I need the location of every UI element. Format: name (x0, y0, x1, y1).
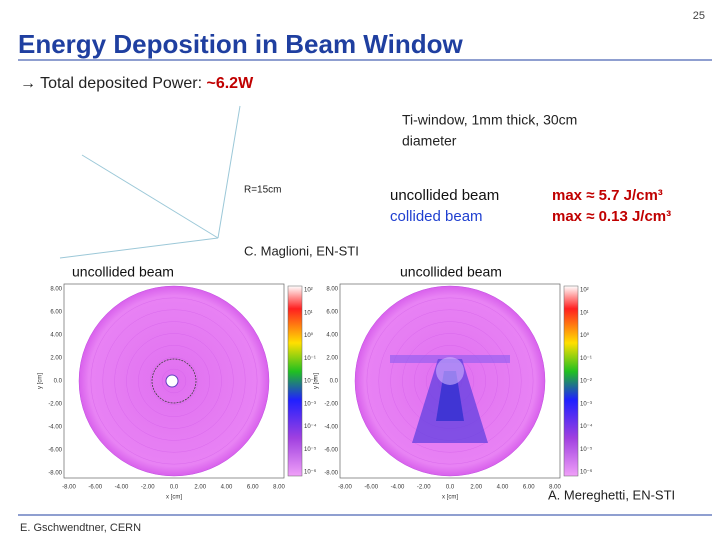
map-contour (102, 309, 246, 453)
colorbar-label: 10⁻² (580, 379, 592, 385)
credit: C. Maglioni, EN-STI (244, 243, 359, 258)
map-contour (114, 321, 234, 441)
y-tick-label: -2.00 (48, 402, 62, 408)
map-core (436, 357, 464, 385)
colorbar-label: 10⁻⁴ (580, 423, 593, 430)
plot-label: uncollided beam (72, 264, 174, 280)
map-contour (161, 368, 187, 394)
y-tick-label: 8.00 (50, 287, 62, 293)
colorbar-label: 10² (304, 288, 313, 294)
y-tick-label: -4.00 (48, 425, 62, 431)
page-number: 25 (693, 10, 705, 22)
x-tick-label: -6.00 (88, 485, 102, 491)
colorbar-label: 10¹ (304, 310, 313, 316)
y-tick-label: 2.00 (50, 356, 62, 362)
colorbar-label: 10⁻⁴ (304, 423, 317, 430)
subtitle: → Total deposited Power: ~6.2W (20, 75, 254, 92)
map-contour (138, 345, 210, 417)
colorbar-label: 10¹ (580, 310, 589, 316)
colorbar-label: 10⁻⁵ (580, 446, 593, 453)
credit: A. Mereghetti, EN-STI (548, 487, 675, 502)
x-tick-label: 4.00 (497, 485, 509, 491)
colorbar-label: 10² (580, 288, 589, 294)
x-tick-label: 8.00 (549, 485, 561, 491)
x-tick-label: 8.00 (273, 485, 285, 491)
y-tick-label: -6.00 (48, 448, 62, 454)
x-tick-label: 2.00 (194, 485, 206, 491)
colorbar-label: 10⁻⁶ (304, 469, 317, 476)
legend-entry: collided beam (390, 208, 483, 225)
colorbar-label: 10⁻³ (304, 401, 316, 407)
x-tick-label: 2.00 (470, 485, 482, 491)
map-core (151, 358, 197, 404)
y-tick-label: 6.00 (50, 310, 62, 316)
legend-max: max ≈ 5.7 J/cm³ (552, 187, 663, 204)
x-tick-label: -4.00 (115, 485, 129, 491)
colorbar-label: 10⁰ (580, 332, 590, 339)
map-jet (436, 371, 464, 421)
y-tick-label: 0.0 (54, 379, 63, 385)
y-tick-label: -6.00 (324, 448, 338, 454)
map-contour (126, 333, 222, 429)
plot-label: uncollided beam (400, 264, 502, 280)
legend-entry: uncollided beam (390, 187, 499, 204)
y-tick-label: 6.00 (326, 310, 338, 316)
y-tick-label: -8.00 (324, 471, 338, 477)
x-tick-label: 0.0 (170, 485, 179, 491)
y-tick-label: 4.00 (50, 333, 62, 339)
x-axis-label: x [cm] (166, 495, 182, 501)
x-tick-label: 0.0 (446, 485, 455, 491)
slide-title: Energy Deposition in Beam Window (18, 29, 463, 59)
subtitle-text: → Total deposited Power: (20, 75, 206, 92)
x-tick-label: 4.00 (221, 485, 233, 491)
footer: E. Gschwendtner, CERN (20, 522, 141, 534)
y-tick-label: -8.00 (48, 471, 62, 477)
y-tick-label: 0.0 (330, 379, 339, 385)
x-axis-label: x [cm] (442, 495, 458, 501)
y-tick-label: -4.00 (324, 425, 338, 431)
x-tick-label: -4.00 (391, 485, 405, 491)
colorbar (287, 285, 303, 477)
map-contour (150, 357, 198, 405)
window-note: Ti-window, 1mm thick, 30cm (402, 112, 577, 128)
map-core (165, 374, 179, 388)
y-tick-label: 4.00 (326, 333, 338, 339)
colorbar-label: 10⁻⁶ (580, 469, 593, 476)
x-tick-label: -6.00 (364, 485, 378, 491)
colorbar-label: 10⁻⁵ (304, 446, 317, 453)
colorbar-label: 10⁻² (304, 379, 316, 385)
y-tick-label: -2.00 (324, 402, 338, 408)
x-tick-label: -2.00 (141, 485, 155, 491)
map-contour (366, 297, 534, 465)
y-axis-label: y [cm] (38, 373, 44, 389)
window-note: diameter (402, 133, 457, 149)
x-tick-label: -2.00 (417, 485, 431, 491)
window-sketch (81, 154, 219, 239)
map-contour (378, 309, 522, 453)
y-tick-label: 2.00 (326, 356, 338, 362)
window-sketch (59, 237, 219, 259)
window-sketch (217, 105, 241, 239)
radius-label: R=15cm (244, 185, 282, 196)
colorbar-label: 10⁻³ (580, 401, 592, 407)
x-tick-label: -8.00 (338, 485, 352, 491)
y-tick-label: 8.00 (326, 287, 338, 293)
colorbar-label: 10⁻¹ (304, 356, 316, 362)
x-tick-label: -8.00 (62, 485, 76, 491)
map-contour (90, 297, 258, 465)
x-tick-label: 6.00 (247, 485, 259, 491)
y-axis-label: y [cm] (314, 373, 320, 389)
colorbar-label: 10⁰ (304, 332, 314, 339)
subtitle-highlight: ~6.2W (206, 75, 254, 92)
x-tick-label: 6.00 (523, 485, 535, 491)
colorbar (563, 285, 579, 477)
colorbar-label: 10⁻¹ (580, 356, 592, 362)
legend-max: max ≈ 0.13 J/cm³ (552, 208, 671, 225)
